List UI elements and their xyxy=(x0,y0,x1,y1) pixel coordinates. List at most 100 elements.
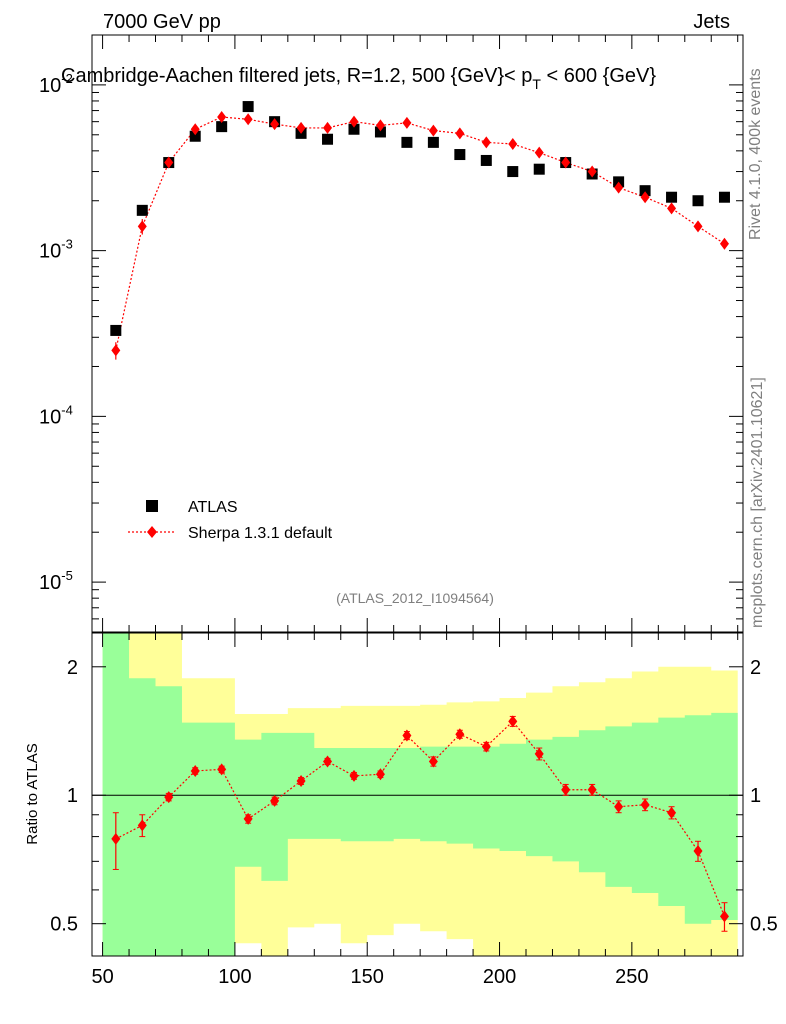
sherpa-point xyxy=(455,127,465,140)
header-left: 7000 GeV pp xyxy=(103,11,221,33)
atlas-point xyxy=(507,166,519,178)
sherpa-point xyxy=(481,136,491,149)
sherpa-line xyxy=(115,116,725,351)
atlas-point xyxy=(242,101,254,113)
sherpa-point xyxy=(428,124,438,137)
ratio-point xyxy=(455,728,465,741)
ratio-point xyxy=(296,774,306,787)
atlas-points xyxy=(110,101,730,336)
sherpa-point xyxy=(402,116,412,129)
ratio-band-green xyxy=(102,633,738,956)
chart-title: Cambridge-Aachen filtered jets, R=1.2, 5… xyxy=(61,65,656,92)
ratio-point xyxy=(428,755,438,768)
atlas-point xyxy=(136,204,148,216)
atlas-point xyxy=(454,149,466,161)
atlas-point xyxy=(480,154,492,166)
x-tick-label: 200 xyxy=(483,966,516,988)
ratio-sherpa-points xyxy=(111,715,729,923)
tick-base: 10 xyxy=(39,406,61,428)
x-tick-label: 50 xyxy=(91,966,113,988)
analysis-watermark: (ATLAS_2012_I1094564) xyxy=(336,590,494,606)
ratio-x-tick-labels: 50 100 150 200 250 xyxy=(91,966,648,988)
sherpa-point xyxy=(587,165,597,178)
main-y-tick-label: 10-2 xyxy=(39,71,73,97)
sherpa-point xyxy=(640,191,650,204)
legend-atlas-label: ATLAS xyxy=(188,499,238,516)
main-y-tick-label: 10-4 xyxy=(39,402,73,428)
ratio-y-tick-label: 0.5 xyxy=(50,914,78,936)
ratio-point xyxy=(481,740,491,753)
sherpa-point xyxy=(137,220,147,233)
main-frame xyxy=(91,34,744,633)
ratio-point xyxy=(693,845,703,858)
atlas-point xyxy=(110,324,122,336)
ratio-panel: 0.5 0.5 1 1 2 2 50 100 150 200 250 Ratio to ATLAS xyxy=(24,632,778,988)
ratio-axis-ticks xyxy=(92,633,743,956)
tick-exponent: -2 xyxy=(61,71,73,86)
main-y-tick-label: 10-5 xyxy=(39,568,73,594)
sherpa-point xyxy=(270,118,280,131)
legend-sherpa-label: Sherpa 1.3.1 default xyxy=(188,525,333,542)
sherpa-point xyxy=(349,115,359,128)
legend-atlas-marker xyxy=(146,500,158,512)
ratio-y-tick-label: 1 xyxy=(67,785,78,807)
tick-exponent: -5 xyxy=(61,568,73,583)
sherpa-point xyxy=(164,156,174,169)
main-y-tick-labels: 10-110-210-310-410-5 xyxy=(39,71,73,594)
tick-base: 10 xyxy=(39,241,61,263)
sherpa-point xyxy=(375,119,385,132)
main-panel: 10-110-210-310-410-5 Cambridge-Aachen fi… xyxy=(39,34,744,633)
sherpa-point xyxy=(614,181,624,194)
atlas-point xyxy=(666,191,678,203)
atlas-point xyxy=(533,163,545,175)
ratio-point xyxy=(402,729,412,742)
tick-base: 10 xyxy=(39,572,61,594)
atlas-point xyxy=(189,130,201,142)
ratio-frame xyxy=(91,632,744,957)
ratio-point xyxy=(587,783,597,796)
sherpa-point xyxy=(561,156,571,169)
header-right: Jets xyxy=(693,11,730,33)
x-tick-label: 100 xyxy=(218,966,251,988)
ratio-y-tick-label-right: 2 xyxy=(750,657,761,679)
atlas-point xyxy=(216,121,228,133)
atlas-point xyxy=(692,195,704,207)
x-tick-label: 150 xyxy=(351,966,384,988)
ratio-y-tick-label: 2 xyxy=(67,657,78,679)
title-sub: T xyxy=(532,76,541,92)
ratio-point xyxy=(614,800,624,813)
ratio-y-tick-labels: 0.5 0.5 1 1 2 2 xyxy=(50,657,778,936)
sherpa-point xyxy=(217,111,227,124)
ratio-point xyxy=(243,812,253,825)
ratio-point xyxy=(719,910,729,923)
atlas-point xyxy=(718,191,730,203)
sherpa-point xyxy=(534,146,544,159)
ratio-point xyxy=(164,791,174,804)
tick-base: 10 xyxy=(39,75,61,97)
ratio-sherpa-line xyxy=(115,720,726,917)
sherpa-point xyxy=(508,137,518,150)
main-y-tick-label: 10-3 xyxy=(39,237,73,263)
ratio-point xyxy=(349,769,359,782)
ratio-point xyxy=(640,798,650,811)
title-pre: Cambridge-Aachen filtered jets, R=1.2, 5… xyxy=(61,65,532,87)
ratio-point xyxy=(534,747,544,760)
ratio-y-tick-label-right: 1 xyxy=(750,785,761,807)
atlas-point xyxy=(401,136,413,148)
atlas-point xyxy=(322,133,334,145)
ratio-point xyxy=(270,794,280,807)
ratio-point xyxy=(111,832,121,845)
legend-sherpa-marker xyxy=(147,526,157,538)
sherpa-point xyxy=(719,237,729,250)
sherpa-point xyxy=(190,123,200,136)
sherpa-point xyxy=(243,113,253,126)
ratio-point xyxy=(217,763,227,776)
ratio-y-tick-label-right: 0.5 xyxy=(750,914,778,936)
ratio-point xyxy=(667,806,677,819)
mcplots-label: mcplots.cern.ch [arXiv:2401.10621] xyxy=(749,377,766,628)
atlas-point xyxy=(427,136,439,148)
tick-exponent: -3 xyxy=(61,237,73,252)
atlas-point xyxy=(348,123,360,135)
rivet-label: Rivet 4.1.0, 400k events xyxy=(747,68,764,240)
